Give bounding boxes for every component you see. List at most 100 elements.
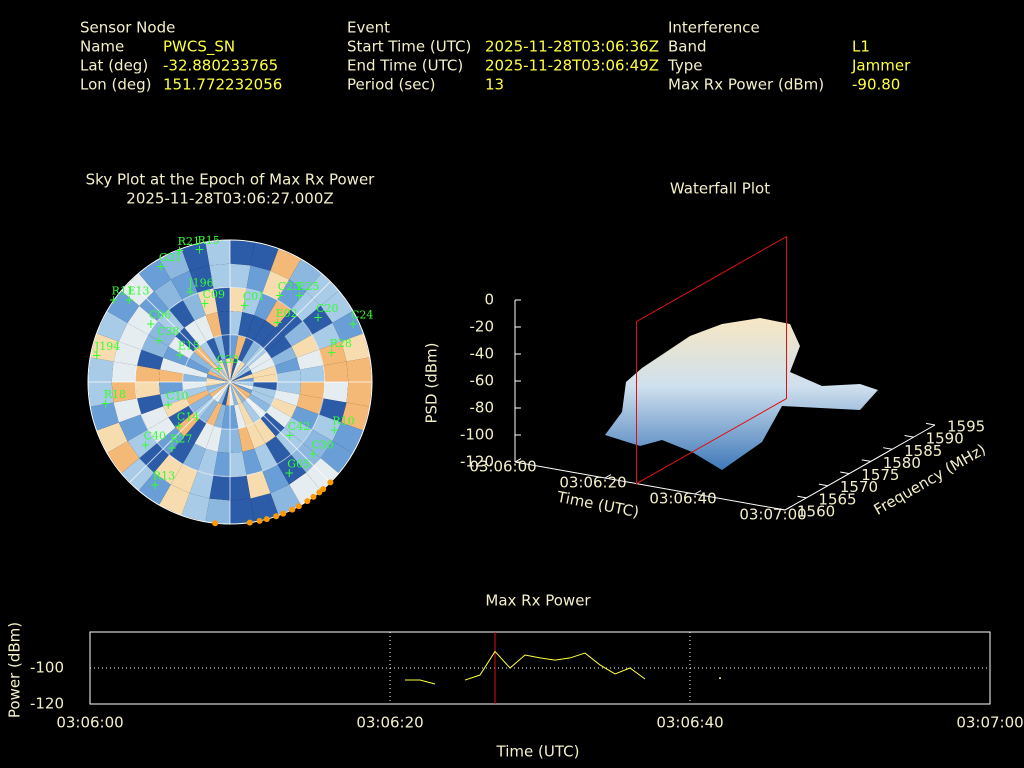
sky-cell: [238, 402, 254, 427]
y-tick-label: 1570: [840, 478, 878, 496]
y-tick: [861, 459, 871, 462]
sky-cell: [113, 398, 142, 423]
sky-cell: [209, 366, 230, 382]
sky-cell: [213, 335, 226, 360]
sat-label: J196: [187, 277, 213, 290]
sat-label: C33: [217, 353, 239, 366]
sat-marker: +: [284, 466, 294, 480]
sat-label: C01: [243, 290, 265, 303]
info-label: Lon (deg): [80, 76, 152, 94]
sat-label: R13: [153, 469, 175, 482]
info-label: Period (sec): [347, 76, 436, 94]
sky-cell: [253, 373, 278, 382]
sky-cell: [346, 382, 372, 407]
sky-cell: [230, 382, 246, 403]
sky-cell: [205, 426, 222, 452]
sky-cell: [90, 402, 119, 431]
horizon-point: [327, 479, 334, 486]
sky-cell: [230, 382, 239, 406]
power-line: [405, 679, 436, 685]
sky-cell: [230, 334, 239, 359]
sky-cell: [197, 448, 218, 476]
y-tick: [925, 422, 936, 426]
sat-marker: +: [294, 289, 304, 303]
sat-label: R18: [104, 388, 126, 401]
sky-cell: [197, 288, 218, 316]
sky-cell: [302, 305, 333, 335]
sat-label: R15: [197, 234, 219, 247]
sky-border: [87, 239, 373, 525]
sky-cell: [320, 290, 353, 323]
sky-cell: [181, 242, 210, 271]
sat-marker: +: [101, 396, 111, 410]
y-tick: [775, 507, 786, 511]
sky-cell: [230, 287, 247, 313]
sat-marker: +: [329, 423, 339, 437]
sky-cell: [230, 382, 242, 405]
sky-cell: [141, 334, 169, 358]
sky-cell: [159, 382, 184, 395]
sky-cell: [88, 357, 114, 382]
sky-cell: [266, 405, 292, 428]
sky-cell: [194, 315, 214, 342]
sky-cell: [217, 311, 230, 336]
z-tick-label: -120: [460, 453, 494, 471]
sky-cell: [234, 404, 247, 429]
sat-label: C40: [144, 430, 166, 443]
sky-cell: [111, 361, 137, 382]
sky-cell: [111, 382, 137, 403]
sky-cell: [148, 417, 176, 443]
sky-cell: [138, 259, 171, 292]
sky-cell: [230, 366, 251, 382]
sky-cell: [230, 373, 254, 382]
y-tick-label: -100: [30, 659, 64, 677]
sky-cell: [169, 436, 195, 464]
sat-label: E25: [298, 280, 320, 293]
sky-cell: [225, 382, 230, 406]
sky-cell: [189, 351, 212, 371]
sky-cell: [299, 382, 325, 399]
sat-marker: +: [124, 293, 134, 307]
horizon-point: [263, 516, 270, 523]
sat-label: C09: [203, 288, 225, 301]
sky-cell: [199, 400, 219, 423]
x-tick-label: 03:06:20: [559, 474, 626, 492]
sat-marker: +: [200, 296, 210, 310]
sky-cell: [221, 382, 230, 406]
sat-label: R27: [170, 433, 192, 446]
sky-cell: [153, 279, 183, 310]
sky-cell: [205, 312, 222, 338]
sky-cell: [230, 428, 243, 453]
horizon-point: [212, 520, 219, 527]
sky-cell: [230, 382, 254, 391]
sky-cell: [189, 470, 214, 499]
sky-cell: [209, 475, 230, 501]
sky-cell: [250, 390, 275, 406]
sky-cell: [230, 240, 255, 266]
y-tick-label: -120: [30, 695, 64, 713]
sky-cell: [214, 361, 230, 382]
y-tick: [840, 471, 850, 475]
x-tick-label: 03:06:40: [656, 714, 723, 732]
horizon-point: [304, 498, 311, 505]
sky-cell: [182, 443, 206, 471]
sky-cell: [230, 451, 247, 477]
horizon-point: [310, 493, 317, 500]
sky-cell: [246, 470, 271, 499]
sky-cell: [118, 322, 149, 350]
sky-spoke: [129, 281, 331, 483]
info-label: Lat (deg): [80, 57, 148, 75]
sat-marker: +: [163, 398, 173, 412]
horizon-point: [289, 506, 296, 513]
sky-cell: [183, 365, 208, 378]
sky-cell: [213, 404, 226, 429]
chart-subtitle: 2025-11-28T03:06:27.000Z: [126, 190, 333, 208]
sky-cell: [296, 349, 324, 370]
x-tick-label: 03:06:40: [649, 490, 716, 508]
sky-cell: [170, 270, 198, 301]
sky-cell: [246, 315, 266, 342]
sky-cell: [276, 382, 301, 395]
info-value: Jammer: [851, 57, 911, 75]
